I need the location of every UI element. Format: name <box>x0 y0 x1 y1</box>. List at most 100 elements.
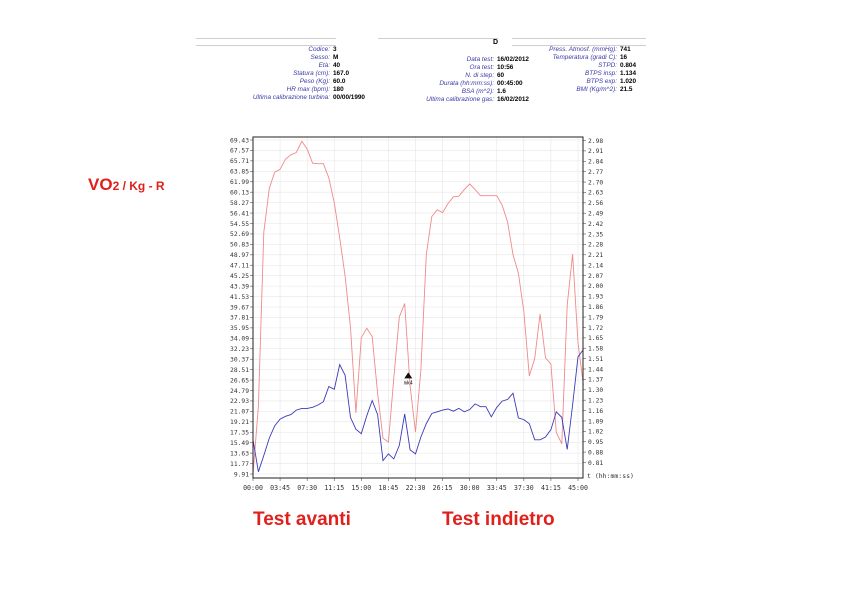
info-label: BSA (m^2): <box>461 88 494 95</box>
x-tick-label: 03:45 <box>270 484 290 492</box>
x-tick-label: 11:15 <box>324 484 344 492</box>
left-tick-label: 17.35 <box>230 430 249 437</box>
header-rule-left-top <box>196 38 336 39</box>
x-tick-label: 45:00 <box>568 484 588 492</box>
left-tick-label: 22.93 <box>230 398 249 405</box>
info-label: Peso (Kg): <box>299 78 330 85</box>
info-label: HR max (bpm): <box>286 86 330 93</box>
left-tick-label: 41.53 <box>230 294 249 301</box>
header-rule-right-top <box>512 38 646 39</box>
info-value: 167.0 <box>333 70 349 77</box>
info-value: 3 <box>333 46 337 53</box>
info-row-btps-exp: BTPS exp: 1.020 <box>505 78 636 86</box>
right-tick-label: 2.98 <box>588 138 603 145</box>
left-tick-label: 47.11 <box>230 263 249 270</box>
chart-series <box>252 140 584 475</box>
header-rule-right-mid <box>512 45 646 46</box>
info-row-codice: Codice: 3 <box>196 46 365 54</box>
info-label: STPD: <box>598 62 617 69</box>
header-title-letter: D <box>493 39 499 46</box>
info-label: Sesso: <box>310 54 330 61</box>
right-tick-label: 1.09 <box>588 418 603 425</box>
right-tick-label: 0.95 <box>588 439 603 446</box>
plot-frame <box>252 136 584 479</box>
info-value: 21.5 <box>620 86 633 93</box>
info-label: Ultima calibrazione gas: <box>426 96 494 103</box>
info-row-btps-insp: BTPS insp: 1.134 <box>505 70 636 78</box>
info-row-sesso: Sesso: M <box>196 54 365 62</box>
info-row-data-test: Data test: 16/02/2012 <box>380 56 529 64</box>
info-value: 10:56 <box>497 64 514 71</box>
info-row-pressione: Press. Atmosf. (mmHg): 741 <box>505 46 636 54</box>
right-tick-label: 1.65 <box>588 335 603 342</box>
environment-info-column: Press. Atmosf. (mmHg): 741 Temperatura (g… <box>505 46 636 94</box>
event-marker: mk4 <box>404 372 413 386</box>
right-tick-label: 0.81 <box>588 460 603 467</box>
info-label: Statura (cm): <box>293 70 330 77</box>
left-tick-label: 34.09 <box>230 336 249 343</box>
left-tick-label: 67.57 <box>230 148 249 155</box>
info-label: N. di step: <box>465 72 494 79</box>
info-value: M <box>333 54 339 61</box>
left-tick-label: 39.67 <box>230 304 249 311</box>
info-value: 1.6 <box>497 88 506 95</box>
right-tick-label: 1.44 <box>588 366 603 373</box>
right-tick-label: 2.77 <box>588 169 603 176</box>
series-line-1 <box>252 349 584 472</box>
marker-label: mk4 <box>404 380 413 386</box>
right-tick-label: 2.84 <box>588 159 603 166</box>
header-rule-left-mid <box>196 45 336 46</box>
x-tick-label: 33:45 <box>487 484 507 492</box>
chart-grid <box>252 137 583 478</box>
info-label: Ora test: <box>469 64 494 71</box>
right-axis-ticks: 2.98 2.91 2.84 2.77 2.70 2.63 2.56 2.49 2.42 2.35… <box>583 138 603 467</box>
info-row-ora-test: Ora test: 10:56 <box>380 64 529 72</box>
right-tick-label: 2.91 <box>588 148 603 155</box>
info-label: BTPS exp: <box>586 78 617 85</box>
right-tick-label: 2.49 <box>588 211 603 218</box>
x-tick-label: 00:00 <box>243 484 263 492</box>
info-row-calibrazione-gas: Ultima calibrazione gas: 16/02/2012 <box>380 96 529 104</box>
info-row-stpd: STPD: 0.804 <box>505 62 636 70</box>
info-row-n-step: N. di step: 60 <box>380 72 529 80</box>
info-value: 60 <box>497 72 505 79</box>
right-tick-label: 1.86 <box>588 304 603 311</box>
left-tick-label: 9.91 <box>234 471 249 478</box>
left-tick-label: 61.99 <box>230 179 249 186</box>
right-tick-label: 1.23 <box>588 397 603 404</box>
x-tick-label: 15:00 <box>351 484 371 492</box>
info-label: Durata (hh:mm:ss): <box>439 80 494 87</box>
left-tick-label: 69.43 <box>230 137 249 144</box>
right-tick-label: 0.88 <box>588 449 603 456</box>
right-tick-label: 1.37 <box>588 377 603 384</box>
right-tick-label: 1.58 <box>588 346 603 353</box>
x-axis-ticks: 00:00 03:45 07:30 11:15 15:00 18:45 22:30 26:15… <box>243 478 588 492</box>
info-value: 1.134 <box>620 70 636 77</box>
info-value: 00:45:00 <box>497 80 523 87</box>
info-label: Codice: <box>308 46 330 53</box>
left-tick-label: 65.71 <box>230 158 249 165</box>
left-tick-label: 56.41 <box>230 210 249 217</box>
info-label: Ultima calibrazione turbina: <box>252 94 330 101</box>
right-tick-label: 2.21 <box>588 252 603 259</box>
x-tick-label: 30:00 <box>460 484 480 492</box>
vo2-annotation-main: VO <box>88 175 113 194</box>
info-label: Press. Atmosf. (mmHg): <box>549 46 617 53</box>
right-tick-label: 1.02 <box>588 429 603 436</box>
right-tick-label: 2.07 <box>588 273 603 280</box>
info-label: Età: <box>318 62 330 69</box>
test-indietro-label: Test indietro <box>442 509 555 530</box>
left-tick-label: 50.83 <box>230 242 249 249</box>
x-tick-label: 41:15 <box>541 484 561 492</box>
left-tick-label: 15.49 <box>230 440 249 447</box>
info-value: 741 <box>620 46 631 53</box>
right-tick-label: 2.14 <box>588 262 603 269</box>
left-tick-label: 35.95 <box>230 325 249 332</box>
right-tick-label: 1.72 <box>588 325 603 332</box>
right-tick-label: 1.16 <box>588 408 603 415</box>
test-avanti-label: Test avanti <box>253 509 351 530</box>
right-tick-label: 1.93 <box>588 294 603 301</box>
info-row-bmi: BMI (Kg/m^2): 21.5 <box>505 86 636 94</box>
vo2-kg-r-annotation: VO2 / Kg - R <box>88 175 165 195</box>
header-rule-center-top <box>378 38 498 39</box>
